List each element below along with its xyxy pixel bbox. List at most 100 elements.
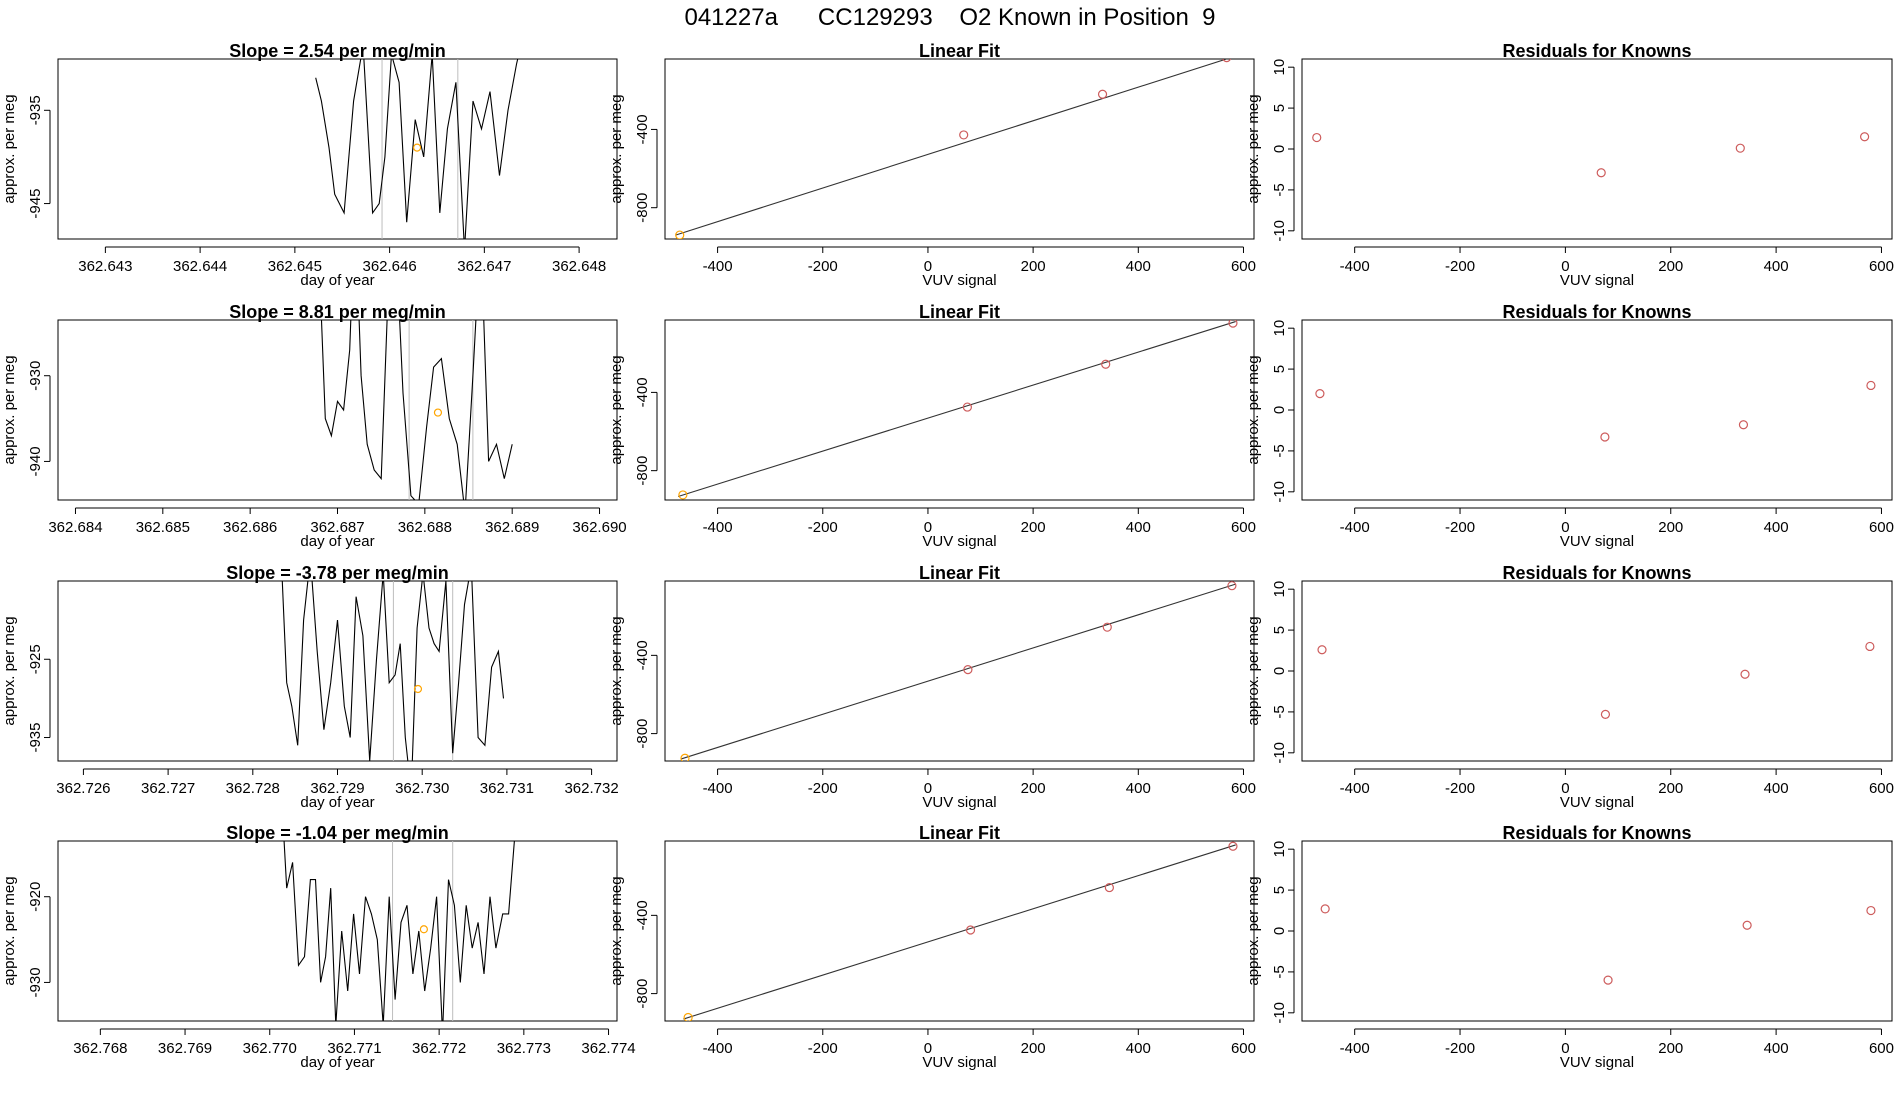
y-tick-label: -800 — [634, 456, 651, 486]
y-tick-label: -10 — [1271, 742, 1288, 764]
y-tick-label: -400 — [634, 114, 651, 144]
x-axis-label: VUV signal — [1560, 1054, 1634, 1071]
panel-title: Residuals for Knowns — [1502, 302, 1691, 322]
x-tick-label: 600 — [1869, 780, 1894, 797]
x-tick-label: 400 — [1764, 780, 1789, 797]
x-axis-label: VUV signal — [1560, 794, 1634, 811]
y-tick-label: -945 — [27, 189, 44, 219]
fit-line — [680, 583, 1236, 760]
y-tick-label: 10 — [1271, 59, 1288, 76]
x-axis-label: day of year — [300, 272, 374, 289]
x-tick-label: 362.684 — [48, 519, 102, 536]
y-tick-label: -5 — [1271, 965, 1288, 978]
x-tick-label: 600 — [1231, 519, 1256, 536]
time-panel-3: Slope = -3.78 per meg/min 362.726 362.727 3… — [1, 563, 619, 811]
data-point — [1104, 882, 1114, 893]
y-tick-label: -10 — [1271, 220, 1288, 242]
panel-title: Residuals for Knowns — [1502, 823, 1691, 843]
x-tick-label: 400 — [1764, 1040, 1789, 1057]
x-axis-label: VUV signal — [1560, 533, 1634, 550]
plot-frame — [664, 840, 1255, 1022]
x-tick-label: -400 — [1340, 519, 1370, 536]
y-tick-label: 10 — [1271, 841, 1288, 858]
data-point — [962, 402, 972, 412]
x-tick-label: 0 — [924, 258, 932, 275]
plot-data — [1315, 380, 1876, 442]
x-tick-label: 0 — [924, 780, 932, 797]
data-point — [678, 490, 688, 500]
x-tick-label: 362.686 — [223, 519, 277, 536]
x-tick-label: -400 — [703, 780, 733, 797]
residual-point — [1738, 420, 1749, 430]
y-axis-label: approx. per meg — [608, 94, 625, 203]
x-axis-label: VUV signal — [1560, 272, 1634, 289]
x-tick-label: 362.643 — [78, 258, 132, 275]
x-tick-label: 0 — [1561, 1040, 1569, 1057]
y-tick-label: -800 — [634, 193, 651, 223]
residual-point — [1317, 645, 1327, 655]
residual-point — [1742, 920, 1752, 930]
x-tick-label: 400 — [1126, 1040, 1151, 1057]
x-tick-label: -400 — [703, 519, 733, 536]
trace-line — [320, 320, 513, 500]
x-tick-label: 362.644 — [173, 258, 227, 275]
y-tick-label: -930 — [27, 967, 44, 997]
residual-point — [1866, 905, 1876, 916]
x-tick-label: 0 — [924, 1040, 932, 1057]
residual-point — [1312, 132, 1322, 143]
y-tick-label: -5 — [1271, 444, 1288, 457]
y-tick-label: -400 — [634, 377, 651, 407]
x-tick-label: 362.730 — [395, 780, 449, 797]
y-tick-label: 5 — [1271, 104, 1288, 112]
data-point — [680, 753, 690, 761]
resid-panel-3: Residuals for Knowns -400 -200 0 200 400 600 VU… — [1245, 563, 1894, 811]
plot-data — [281, 581, 505, 761]
x-tick-label: 600 — [1869, 1040, 1894, 1057]
x-tick-label: 362.645 — [268, 258, 322, 275]
x-tick-label: 600 — [1869, 258, 1894, 275]
x-axis-label: VUV signal — [922, 1054, 996, 1071]
data-point — [683, 1012, 693, 1021]
x-axis-label: day of year — [300, 533, 374, 550]
panel-title: Residuals for Knowns — [1502, 41, 1691, 61]
data-point — [1228, 320, 1238, 328]
data-point — [1227, 581, 1237, 591]
panel-title: Slope = 2.54 per meg/min — [229, 41, 446, 61]
x-tick-label: 362.727 — [141, 780, 195, 797]
x-tick-label: -200 — [1445, 258, 1475, 275]
fit-panel-3: Linear Fit -400 -200 0 200 400 600 VUV signal -4… — [608, 563, 1256, 811]
y-tick-label: -800 — [634, 979, 651, 1009]
resid-panel-2: Residuals for Knowns -400 -200 0 200 400 600 VU… — [1245, 302, 1894, 550]
x-tick-label: 362.768 — [73, 1040, 127, 1057]
x-tick-label: 362.774 — [581, 1040, 635, 1057]
residual-point — [1860, 132, 1870, 142]
y-axis-label: approx. per meg — [1245, 94, 1262, 203]
y-tick-label: -935 — [27, 95, 44, 125]
y-axis-label: approx. per meg — [1245, 355, 1262, 464]
y-axis-label: approx. per meg — [1, 355, 18, 464]
residual-point — [1320, 904, 1330, 914]
plot-data — [283, 841, 515, 1021]
plot-frame — [57, 840, 618, 1022]
data-point — [1222, 59, 1232, 63]
plot-data — [680, 581, 1237, 761]
y-tick-label: 0 — [1271, 927, 1288, 935]
plot-frame — [57, 580, 618, 762]
x-tick-label: 600 — [1869, 519, 1894, 536]
data-point — [1102, 622, 1112, 632]
y-tick-label: -930 — [27, 361, 44, 391]
y-axis-label: approx. per meg — [608, 616, 625, 725]
data-point — [1101, 359, 1111, 369]
x-tick-label: -200 — [1445, 780, 1475, 797]
plot-data — [683, 841, 1238, 1021]
panel-title: Slope = -1.04 per meg/min — [226, 823, 449, 843]
trace-line — [283, 841, 515, 1021]
resid-panel-4: Residuals for Knowns -400 -200 0 200 400 600 VU… — [1245, 823, 1894, 1071]
x-tick-label: 200 — [1021, 1040, 1046, 1057]
residual-point — [1735, 143, 1745, 153]
marker-point — [419, 925, 428, 934]
x-tick-label: -400 — [1340, 258, 1370, 275]
fit-panel-4: Linear Fit -400 -200 0 200 400 600 VUV signal -4… — [608, 823, 1256, 1071]
y-tick-label: 0 — [1271, 145, 1288, 153]
